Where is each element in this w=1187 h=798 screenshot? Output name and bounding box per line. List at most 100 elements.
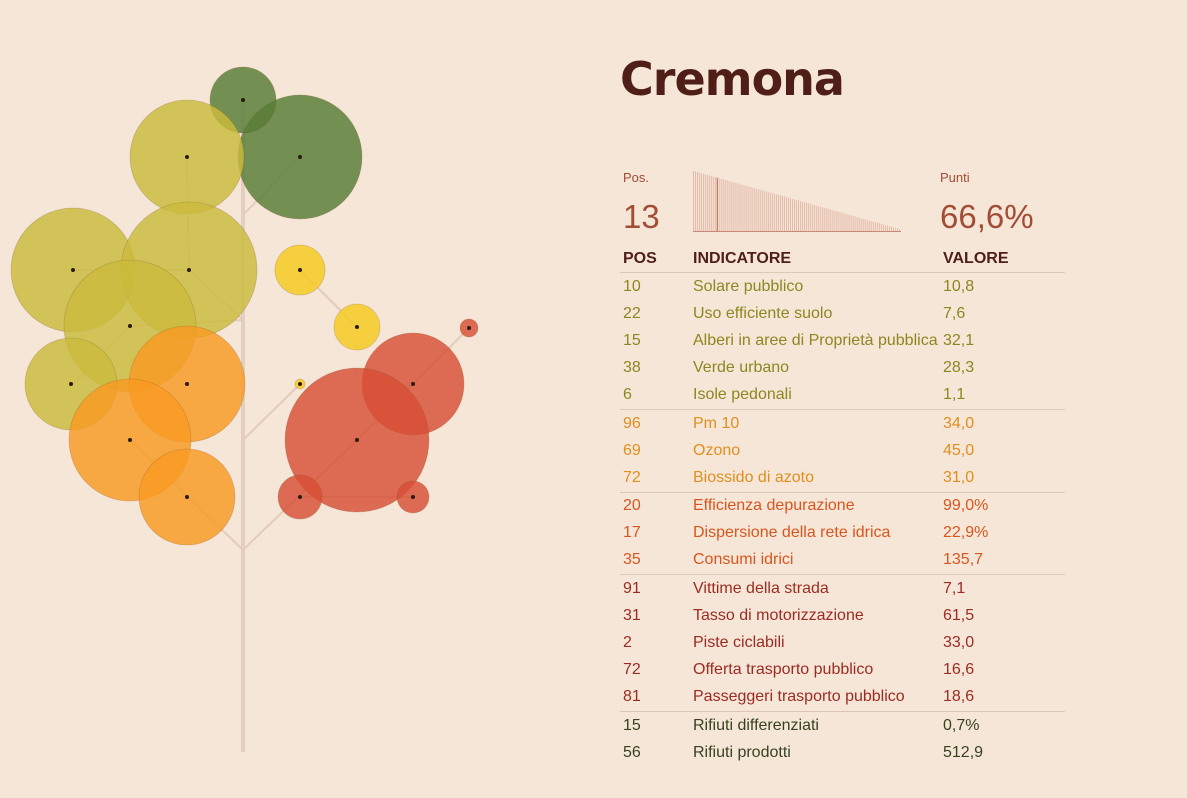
spark-bar bbox=[722, 179, 724, 231]
indicator-node-dot bbox=[355, 325, 359, 329]
table-row: 56 Rifiuti prodotti 512,9 bbox=[620, 739, 1065, 766]
indicator-node-dot bbox=[298, 155, 302, 159]
row-value: 34,0 bbox=[940, 408, 1065, 438]
table-row: 96 Pm 10 34,0 bbox=[620, 408, 1065, 438]
row-pos: 17 bbox=[623, 524, 641, 542]
spark-bar bbox=[899, 229, 900, 231]
spark-bar bbox=[799, 201, 801, 231]
spark-bar bbox=[768, 192, 770, 231]
table-row: 91 Vittime della strada 7,1 bbox=[620, 574, 1065, 603]
table-row: 17 Dispersione della rete idrica 22,9% bbox=[620, 520, 1065, 547]
row-pos: 56 bbox=[623, 743, 641, 761]
indicator-node-dot bbox=[185, 495, 189, 499]
row-indicator: Piste ciclabili bbox=[693, 634, 785, 652]
spark-bar bbox=[700, 173, 702, 231]
spark-bar bbox=[796, 200, 797, 231]
row-indicator: Vittime della strada bbox=[690, 574, 940, 603]
spark-bar bbox=[855, 216, 857, 231]
row-indicator: Rifiuti differenziati bbox=[690, 711, 940, 740]
spark-bar bbox=[807, 203, 809, 231]
row-value: 7,1 bbox=[940, 574, 1065, 603]
spark-bar bbox=[827, 208, 829, 231]
indicator-node-dot bbox=[411, 382, 415, 386]
spark-bar bbox=[730, 181, 732, 231]
spark-bar bbox=[720, 178, 722, 231]
indicators-table: POS INDICATORE VALORE 10 Solare pubblico 1… bbox=[620, 246, 1065, 766]
spark-bar bbox=[803, 202, 805, 231]
indicator-node-dot bbox=[187, 268, 191, 272]
row-value: 10,8 bbox=[943, 277, 975, 295]
spark-bar bbox=[865, 219, 867, 231]
row-value: 0,7% bbox=[940, 711, 1065, 740]
spark-bar bbox=[698, 172, 700, 231]
spark-bar bbox=[758, 189, 760, 231]
indicator-node-dot bbox=[185, 382, 189, 386]
spark-bar bbox=[843, 213, 845, 231]
row-indicator: Tasso di motorizzazione bbox=[693, 606, 864, 624]
spark-bar bbox=[784, 196, 786, 231]
spark-bar bbox=[726, 180, 728, 231]
row-pos: 69 bbox=[623, 441, 641, 459]
indicator-node-dot bbox=[71, 268, 75, 272]
points-value: 66,6% bbox=[940, 198, 1034, 235]
row-pos: 2 bbox=[623, 634, 632, 652]
row-pos: 72 bbox=[623, 661, 641, 679]
spark-bar bbox=[823, 207, 825, 231]
spark-bar bbox=[780, 195, 782, 231]
row-value: 512,9 bbox=[943, 743, 984, 761]
spark-bar bbox=[752, 187, 754, 231]
spark-bar bbox=[861, 218, 863, 231]
spark-bar bbox=[750, 187, 752, 231]
row-pos: 35 bbox=[623, 551, 641, 569]
indicator-node-dot bbox=[185, 155, 189, 159]
spark-bar bbox=[786, 197, 787, 231]
spark-bar bbox=[792, 198, 793, 231]
spark-bar bbox=[893, 227, 894, 231]
row-value: 32,1 bbox=[943, 331, 975, 349]
spark-bar bbox=[738, 183, 740, 231]
spark-bar bbox=[895, 227, 896, 231]
spark-bar bbox=[712, 176, 714, 231]
row-value: 61,5 bbox=[943, 606, 975, 624]
indicator-node-dot bbox=[128, 438, 132, 442]
spark-bar bbox=[790, 198, 791, 231]
spark-bar bbox=[728, 181, 730, 231]
spark-bar bbox=[766, 191, 768, 231]
spark-bar bbox=[714, 177, 716, 231]
spark-bar bbox=[694, 171, 696, 231]
spark-bar bbox=[835, 211, 837, 231]
spark-bar bbox=[819, 206, 821, 231]
spark-bar bbox=[732, 182, 734, 231]
spark-bar bbox=[716, 177, 718, 231]
spark-bar bbox=[744, 185, 746, 231]
spark-bar bbox=[740, 184, 742, 231]
spark-bar bbox=[736, 183, 738, 231]
row-pos: 31 bbox=[623, 606, 641, 624]
spark-bar bbox=[760, 189, 762, 231]
spark-bar bbox=[839, 212, 841, 231]
tree-branch bbox=[242, 383, 301, 441]
table-row: 6 Isole pedonali 1,1 bbox=[620, 382, 1065, 410]
spark-bar bbox=[774, 193, 776, 231]
row-pos: 15 bbox=[620, 711, 690, 740]
row-indicator: Pm 10 bbox=[690, 408, 940, 438]
spark-bar bbox=[891, 226, 892, 231]
table-row: 15 Rifiuti differenziati 0,7% bbox=[620, 711, 1065, 740]
spark-bar bbox=[797, 200, 799, 231]
table-row: 15 Alberi in aree di Proprietà pubblica 32… bbox=[620, 327, 1065, 354]
table-row: 31 Tasso di motorizzazione 61,5 bbox=[620, 602, 1065, 629]
spark-bar bbox=[873, 221, 875, 231]
city-title: Cremona bbox=[620, 52, 845, 106]
indicator-node-dot bbox=[355, 438, 359, 442]
row-pos: 20 bbox=[620, 491, 690, 520]
spark-bar bbox=[847, 214, 849, 231]
spark-bar bbox=[863, 218, 865, 231]
table-header-row: POS INDICATORE VALORE bbox=[620, 246, 1065, 273]
spark-bar bbox=[841, 212, 843, 231]
row-indicator: Verde urbano bbox=[693, 359, 790, 377]
spark-bar bbox=[734, 182, 736, 231]
spark-bar bbox=[815, 205, 817, 231]
table-row: 35 Consumi idrici 135,7 bbox=[620, 547, 1065, 575]
row-pos: 15 bbox=[623, 331, 641, 349]
spark-bar bbox=[825, 208, 827, 231]
